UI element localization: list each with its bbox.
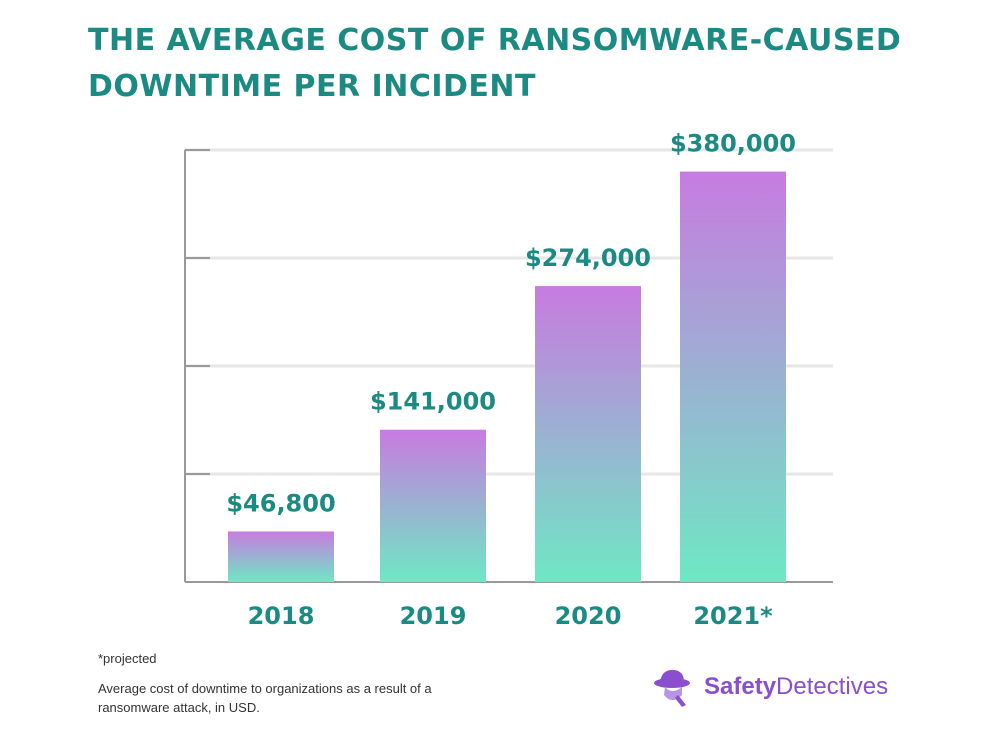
bars <box>228 171 786 582</box>
logo-text-safety: Safety <box>704 673 777 700</box>
bar-2021 <box>680 171 786 582</box>
x-tick-label: 2018 <box>248 602 315 630</box>
data-label: $141,000 <box>370 388 496 416</box>
x-tick-label: 2021* <box>693 602 773 630</box>
chart-title-line-1: THE AVERAGE COST OF RANSOMWARE-CAUSED <box>88 23 902 58</box>
footnote-description: Average cost of downtime to organization… <box>98 681 432 715</box>
data-label: $274,000 <box>525 244 651 272</box>
logo-text-detectives: Detectives <box>776 673 889 700</box>
bar-2020 <box>535 286 641 582</box>
bar-2018 <box>228 531 334 582</box>
detective-hat-icon <box>654 669 690 707</box>
x-tick-label: 2020 <box>555 602 622 630</box>
footnote-projected: *projected <box>98 651 157 666</box>
labels: $46,800 2018 $141,000 2019 $274,000 2020 $380,… <box>226 130 796 630</box>
data-label: $46,800 <box>226 489 335 517</box>
chart-title: THE AVERAGE COST OF RANSOMWARE-CAUSED DO… <box>88 18 968 110</box>
safety-detectives-logo: SafetyDetectives <box>652 662 888 712</box>
chart-title-line-2: DOWNTIME PER INCIDENT <box>88 69 536 104</box>
data-label: $380,000 <box>670 130 796 158</box>
x-tick-label: 2019 <box>400 602 467 630</box>
bar-2019 <box>380 429 486 582</box>
